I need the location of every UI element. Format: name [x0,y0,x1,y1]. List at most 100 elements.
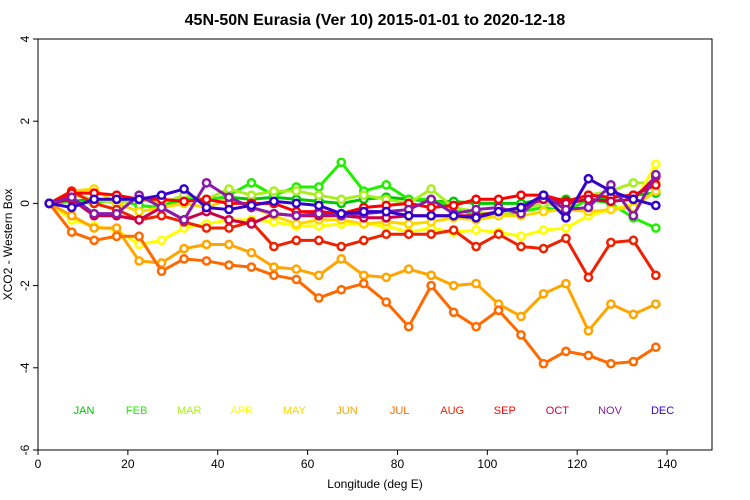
data-point [628,235,639,246]
data-point [403,264,414,275]
data-point [650,223,661,233]
data-point [313,235,324,246]
data-point [179,214,189,225]
data-point [66,202,77,213]
data-point [471,278,481,289]
data-point [246,247,257,258]
series-line-sep [48,183,657,216]
data-point [426,194,437,205]
data-point [179,243,189,254]
data-point [201,202,212,213]
x-tick-label: 0 [35,457,42,471]
data-point [538,225,549,235]
data-point [471,194,481,205]
legend-entry-sep: SEP [494,405,516,417]
data-point [381,206,392,217]
legend-entry-jul: JUL [390,405,410,417]
data-point [313,208,324,219]
data-point [426,280,437,291]
x-axis: 0 20 40 60 80 100 120 140 [35,450,677,471]
data-point [269,196,279,207]
data-point [583,202,594,213]
data-point [224,214,234,225]
data-point [291,186,302,196]
x-tick-label: 140 [657,457,677,471]
data-point [426,202,437,213]
legend-entry-may: MAY [283,405,307,417]
x-tick-label: 60 [301,457,315,471]
data-point [89,194,100,205]
legend-entry-feb: FEB [126,405,147,417]
data-point [134,194,144,205]
legend-entry-mar: MAR [177,405,202,417]
data-point [583,194,594,205]
data-point [358,206,369,217]
legend-entry-nov: NOV [598,405,623,417]
data-point [336,241,347,252]
data-point [583,350,594,361]
data-point [246,262,257,272]
series-line-apr [48,163,658,246]
legend-entry-aug: AUG [440,405,464,417]
data-point [448,280,459,291]
data-point [471,241,481,252]
data-point [66,227,77,238]
data-point [291,264,302,275]
data-point [134,231,144,242]
legend: JAN FEB MAR APR MAY JUN JUL AUG SEP OCT NOV DEC [74,405,675,417]
data-point [650,342,661,353]
data-point [179,196,189,207]
data-point [313,200,324,211]
data-point [650,159,661,170]
data-point [628,178,639,188]
legend-entry-jun: JUN [336,405,357,417]
y-tick-label: 4 [18,35,32,42]
data-point [313,293,324,303]
data-point [358,278,369,289]
data-point [66,210,77,221]
data-point [111,223,122,233]
data-point [201,178,212,188]
data-point [179,184,189,194]
data-point [516,241,526,252]
data-point [561,223,571,233]
data-point [111,231,122,242]
data-point [156,266,167,277]
data-point [358,235,369,246]
data-point [403,229,414,240]
plot-frame [37,38,713,451]
data-point [336,157,347,168]
series-line-nov [48,173,658,222]
y-tick-label: 0 [18,200,32,207]
data-point [313,190,324,201]
data-point [471,225,481,235]
data-point [381,272,392,283]
data-point [426,229,437,240]
data-point [201,223,212,233]
data-point [381,180,392,190]
data-point [246,200,257,211]
data-point [313,270,324,281]
data-point [269,208,279,219]
data-point [336,284,347,295]
data-point [606,186,616,196]
data-point [269,270,279,281]
x-tick-label: 40 [211,457,225,471]
data-point [291,235,302,246]
data-point [156,235,167,246]
legend-entry-jan: JAN [74,405,95,417]
data-point [224,204,234,215]
data-point [561,346,571,357]
data-point [471,204,481,215]
data-point [403,219,414,229]
data-point [471,212,481,223]
y-tick-label: -4 [18,362,32,373]
data-point [156,210,167,221]
data-point [246,190,257,201]
data-point [516,330,526,340]
x-axis-label: Longitude (deg E) [327,477,422,491]
data-point [358,270,369,281]
data-point [538,243,549,254]
data-point [313,182,324,192]
data-point [606,204,616,215]
